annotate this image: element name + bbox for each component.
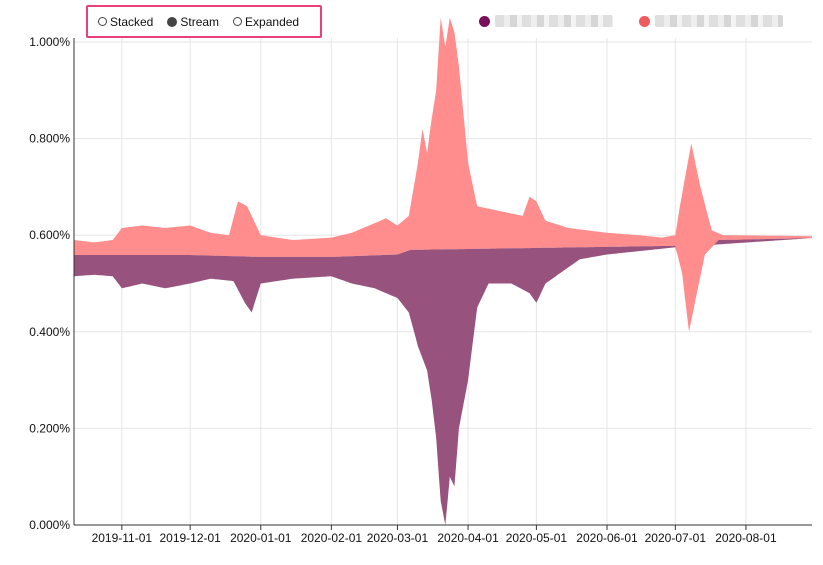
y-tick-label: 1.000% bbox=[29, 35, 70, 49]
x-tick-label: 2020-06-01 bbox=[576, 531, 638, 545]
radio-unchecked-icon bbox=[233, 17, 243, 26]
mode-option-expanded[interactable]: Expanded bbox=[233, 15, 299, 29]
chart-legend bbox=[479, 15, 783, 27]
x-tick-label: 2019-12-01 bbox=[159, 531, 221, 545]
x-tick-label: 2020-05-01 bbox=[506, 531, 568, 545]
y-tick-label: 0.600% bbox=[29, 228, 70, 242]
x-tick-label: 2020-08-01 bbox=[715, 531, 777, 545]
mode-option-label: Stacked bbox=[110, 14, 154, 29]
stream-area-series-a bbox=[74, 238, 812, 525]
x-tick-label: 2019-11-01 bbox=[92, 531, 153, 545]
y-tick-label: 0.400% bbox=[29, 325, 70, 339]
mode-option-stacked[interactable]: Stacked bbox=[98, 15, 153, 29]
y-tick-label: 0.000% bbox=[29, 518, 70, 532]
x-tick-label: 2020-04-01 bbox=[437, 531, 499, 545]
x-tick-label: 2020-03-01 bbox=[367, 531, 429, 545]
mode-option-label: Stream bbox=[180, 14, 220, 29]
legend-label-redacted bbox=[495, 15, 613, 27]
legend-dot-icon bbox=[479, 15, 490, 27]
mode-option-label: Expanded bbox=[245, 14, 300, 29]
x-tick-label: 2020-01-01 bbox=[230, 531, 292, 545]
y-tick-label: 0.200% bbox=[29, 421, 70, 435]
stream-area-series-b bbox=[74, 17, 812, 332]
legend-item-series-a[interactable] bbox=[479, 15, 613, 27]
radio-unchecked-icon bbox=[98, 17, 107, 26]
legend-dot-icon bbox=[639, 15, 650, 27]
chart-axes: 0.000% 0.200% 0.400% 0.600% 0.800% 1.000% 2019… bbox=[29, 35, 812, 545]
stream-areas bbox=[74, 17, 812, 525]
legend-item-series-b[interactable] bbox=[639, 15, 783, 27]
chart-mode-selector: Stacked Stream Expanded bbox=[86, 5, 322, 38]
y-tick-label: 0.800% bbox=[29, 132, 70, 146]
x-tick-label: 2020-02-01 bbox=[301, 531, 363, 545]
x-tick-label: 2020-07-01 bbox=[645, 531, 707, 545]
legend-label-redacted bbox=[655, 15, 783, 27]
radio-checked-icon bbox=[167, 16, 178, 27]
mode-option-stream[interactable]: Stream bbox=[167, 15, 219, 29]
